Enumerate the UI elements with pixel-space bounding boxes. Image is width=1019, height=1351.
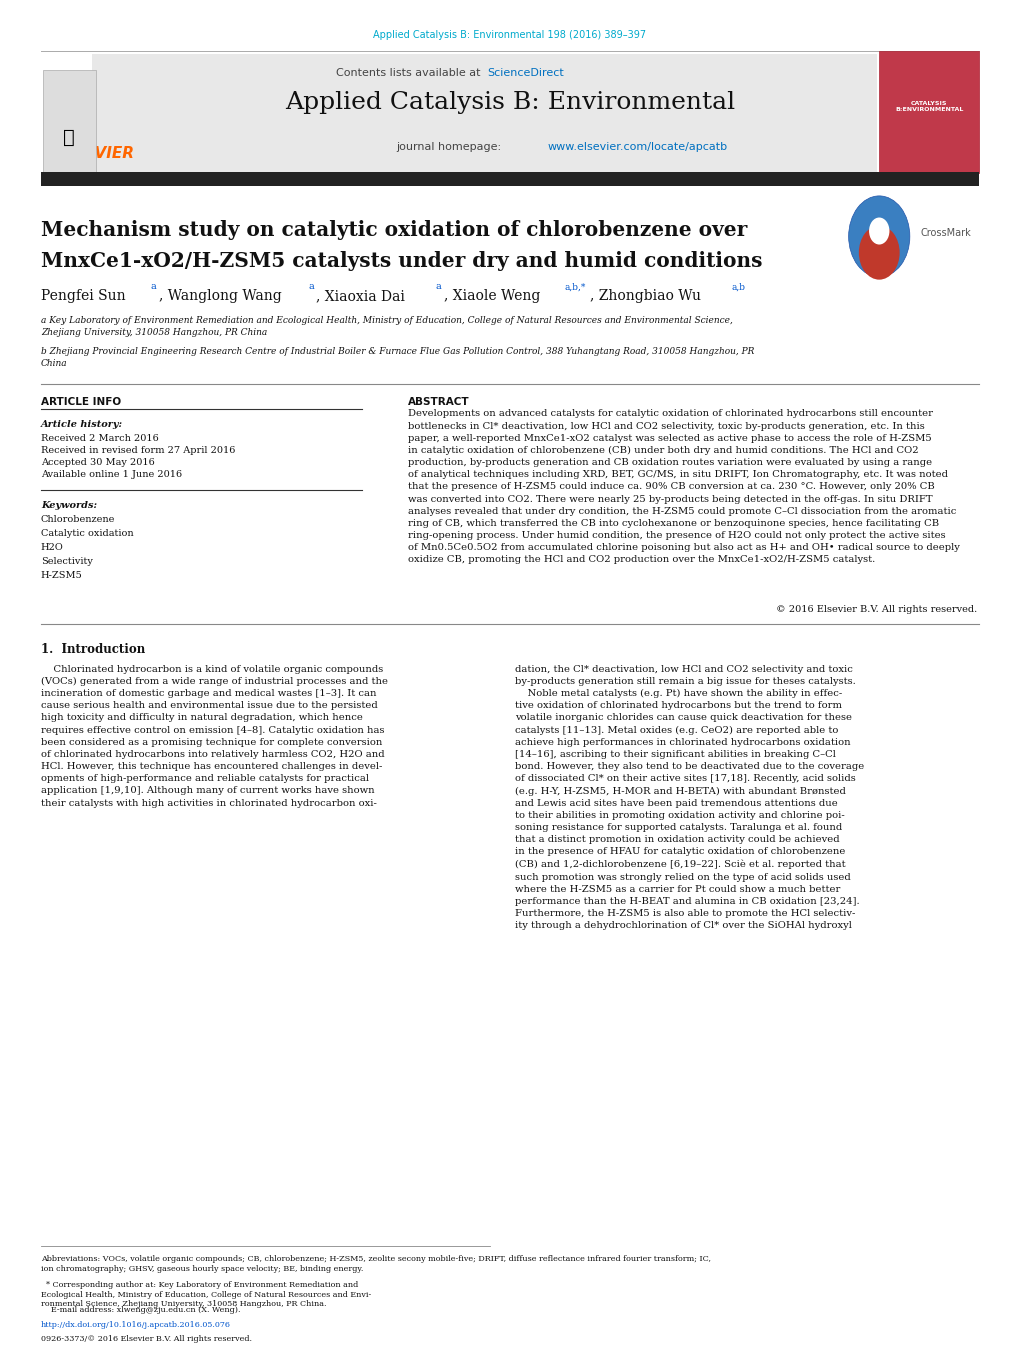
Text: © 2016 Elsevier B.V. All rights reserved.: © 2016 Elsevier B.V. All rights reserved…: [775, 605, 976, 615]
Text: ARTICLE INFO: ARTICLE INFO: [41, 397, 121, 407]
Text: a Key Laboratory of Environment Remediation and Ecological Health, Ministry of E: a Key Laboratory of Environment Remediat…: [41, 316, 732, 336]
Text: Mechanism study on catalytic oxidation of chlorobenzene over: Mechanism study on catalytic oxidation o…: [41, 220, 746, 240]
Text: a,b,*: a,b,*: [564, 282, 585, 292]
Circle shape: [858, 226, 899, 280]
Text: * Corresponding author at: Key Laboratory of Environment Remediation and
Ecologi: * Corresponding author at: Key Laborator…: [41, 1281, 371, 1308]
Text: a: a: [151, 282, 157, 292]
Text: CATALYSIS
B:ENVIRONMENTAL: CATALYSIS B:ENVIRONMENTAL: [894, 101, 963, 112]
Text: H-ZSM5: H-ZSM5: [41, 571, 83, 581]
Text: Applied Catalysis B: Environmental 198 (2016) 389–397: Applied Catalysis B: Environmental 198 (…: [373, 30, 646, 39]
Text: Applied Catalysis B: Environmental: Applied Catalysis B: Environmental: [284, 91, 735, 113]
Text: journal homepage:: journal homepage:: [395, 142, 503, 151]
Text: Received in revised form 27 April 2016: Received in revised form 27 April 2016: [41, 446, 235, 455]
Text: ScienceDirect: ScienceDirect: [487, 68, 564, 77]
FancyBboxPatch shape: [878, 51, 978, 173]
Text: Developments on advanced catalysts for catalytic oxidation of chlorinated hydroc: Developments on advanced catalysts for c…: [408, 409, 959, 565]
Text: ABSTRACT: ABSTRACT: [408, 397, 469, 407]
Text: Chlorobenzene: Chlorobenzene: [41, 515, 115, 524]
Text: Article history:: Article history:: [41, 420, 123, 430]
Text: b Zhejiang Provincial Engineering Research Centre of Industrial Boiler & Furnace: b Zhejiang Provincial Engineering Resear…: [41, 347, 753, 367]
Text: , Xiaole Weng: , Xiaole Weng: [443, 289, 539, 303]
Text: Abbreviations: VOCs, volatile organic compounds; CB, chlorobenzene; H-ZSM5, zeol: Abbreviations: VOCs, volatile organic co…: [41, 1255, 710, 1273]
Text: a: a: [435, 282, 441, 292]
Text: a: a: [308, 282, 314, 292]
Text: http://dx.doi.org/10.1016/j.apcatb.2016.05.076: http://dx.doi.org/10.1016/j.apcatb.2016.…: [41, 1321, 230, 1329]
Text: 1.  Introduction: 1. Introduction: [41, 643, 145, 657]
Circle shape: [848, 196, 909, 277]
Text: dation, the Cl* deactivation, low HCl and CO2 selectivity and toxic
by-products : dation, the Cl* deactivation, low HCl an…: [515, 665, 863, 929]
Text: , Xiaoxia Dai: , Xiaoxia Dai: [316, 289, 405, 303]
Text: Available online 1 June 2016: Available online 1 June 2016: [41, 470, 181, 480]
Text: Selectivity: Selectivity: [41, 558, 93, 566]
Text: CrossMark: CrossMark: [919, 228, 970, 238]
Text: a,b: a,b: [731, 282, 745, 292]
Text: Chlorinated hydrocarbon is a kind of volatile organic compounds
(VOCs) generated: Chlorinated hydrocarbon is a kind of vol…: [41, 665, 387, 808]
Text: E-mail address: xlweng@zju.edu.cn (X. Weng).: E-mail address: xlweng@zju.edu.cn (X. We…: [41, 1306, 240, 1315]
FancyBboxPatch shape: [43, 70, 96, 172]
Circle shape: [868, 218, 889, 245]
Text: , Wanglong Wang: , Wanglong Wang: [159, 289, 281, 303]
Text: Catalytic oxidation: Catalytic oxidation: [41, 528, 133, 538]
Text: , Zhongbiao Wu: , Zhongbiao Wu: [589, 289, 700, 303]
FancyBboxPatch shape: [41, 172, 978, 186]
Text: 0926-3373/© 2016 Elsevier B.V. All rights reserved.: 0926-3373/© 2016 Elsevier B.V. All right…: [41, 1335, 252, 1343]
Text: MnxCe1-xO2/H-ZSM5 catalysts under dry and humid conditions: MnxCe1-xO2/H-ZSM5 catalysts under dry an…: [41, 251, 761, 272]
Text: 🌳: 🌳: [63, 128, 75, 147]
Text: Contents lists available at: Contents lists available at: [336, 68, 484, 77]
Text: Keywords:: Keywords:: [41, 501, 97, 511]
FancyBboxPatch shape: [92, 54, 876, 173]
Text: Accepted 30 May 2016: Accepted 30 May 2016: [41, 458, 155, 467]
Text: Pengfei Sun: Pengfei Sun: [41, 289, 125, 303]
Text: Received 2 March 2016: Received 2 March 2016: [41, 434, 158, 443]
Text: H2O: H2O: [41, 543, 63, 553]
Text: ELSEVIER: ELSEVIER: [54, 146, 135, 161]
Text: www.elsevier.com/locate/apcatb: www.elsevier.com/locate/apcatb: [547, 142, 728, 151]
